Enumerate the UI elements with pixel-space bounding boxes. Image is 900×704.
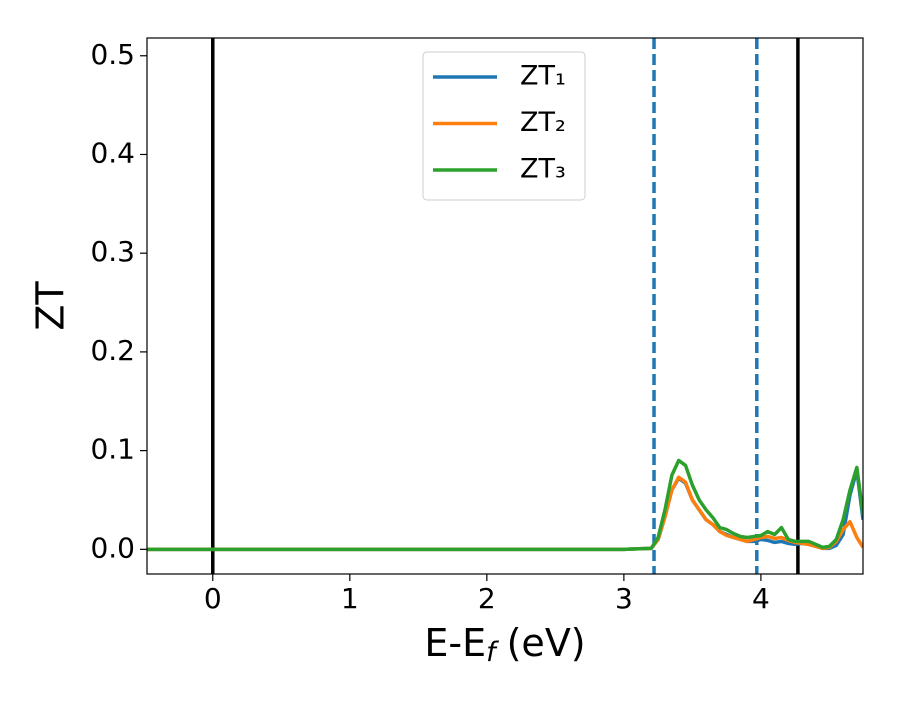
legend-label: ZT₂ — [520, 107, 566, 138]
plot-area — [147, 38, 863, 574]
x-tick-label: 0 — [204, 582, 222, 615]
y-axis-label: ZT — [29, 281, 73, 331]
x-tick-label: 2 — [478, 582, 496, 615]
y-tick-label: 0.5 — [90, 38, 135, 71]
series-line — [147, 458, 863, 552]
x-tick-label: 1 — [341, 582, 359, 615]
legend-box — [422, 51, 586, 201]
plot-frame — [146, 37, 864, 575]
y-tick-label: 0.0 — [90, 531, 135, 564]
y-tick-label: 0.3 — [90, 235, 135, 268]
x-tick-label: 3 — [615, 582, 633, 615]
x-axis-label-main: E-E — [424, 621, 486, 665]
x-axis-label-unit: (eV) — [507, 621, 586, 665]
legend-label: ZT₃ — [520, 154, 566, 185]
legend-label: ZT₁ — [520, 61, 566, 92]
y-tick-label: 0.1 — [90, 433, 135, 466]
x-tick-label: 4 — [752, 582, 770, 615]
y-tick-label: 0.4 — [90, 136, 135, 169]
x-axis-label: E-Ef (eV) — [424, 621, 585, 668]
y-tick-label: 0.2 — [90, 334, 135, 367]
